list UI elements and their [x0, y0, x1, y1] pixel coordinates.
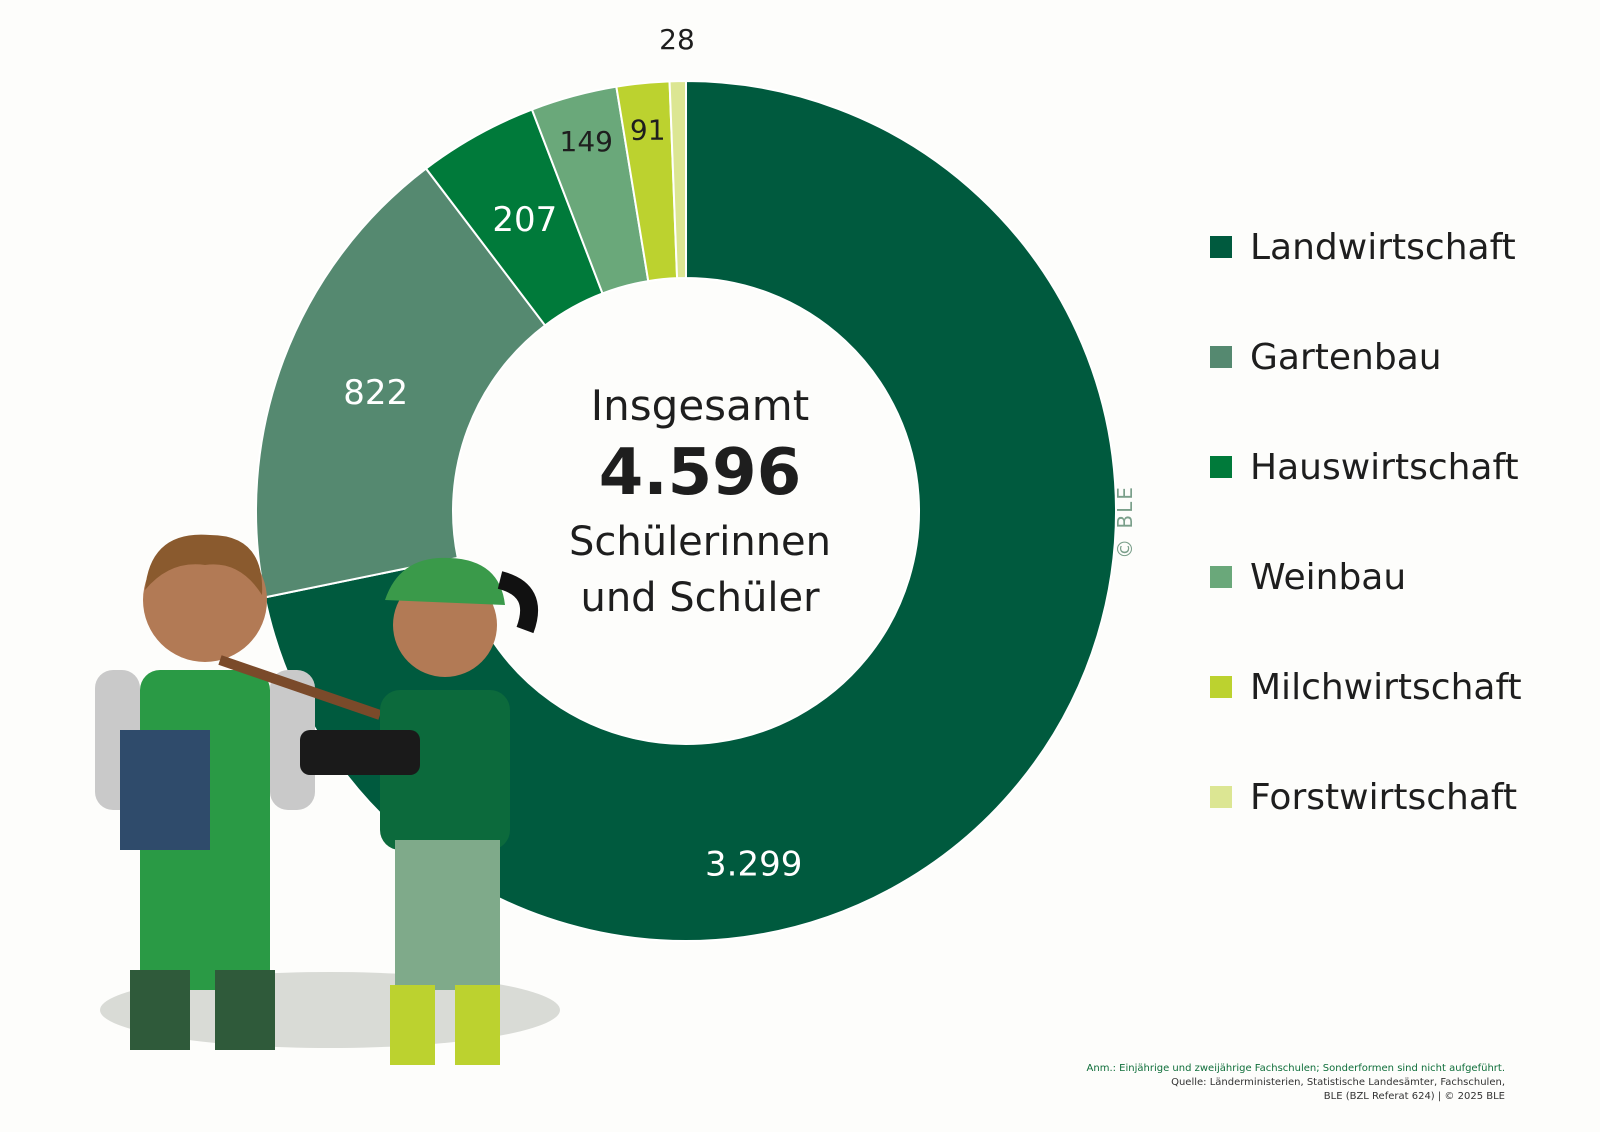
- footnote-annotation: Anm.: Einjährige und zweijährige Fachsch…: [1086, 1063, 1505, 1074]
- legend-item-milchwirtschaft: Milchwirtschaft: [1210, 662, 1522, 712]
- legend-swatch: [1210, 236, 1232, 258]
- legend-swatch: [1210, 346, 1232, 368]
- value-label-weinbau: 149: [560, 125, 613, 158]
- legend-label: Weinbau: [1250, 556, 1407, 598]
- value-label-forstwirtschaft: 28: [659, 23, 695, 56]
- legend-item-forstwirtschaft: Forstwirtschaft: [1210, 772, 1522, 822]
- center-total-value: 4.596: [598, 436, 802, 510]
- legend-label: Landwirtschaft: [1250, 226, 1516, 268]
- legend: Landwirtschaft Gartenbau Hauswirtschaft Wei…: [1210, 222, 1522, 882]
- legend-swatch: [1210, 676, 1232, 698]
- legend-item-hauswirtschaft: Hauswirtschaft: [1210, 442, 1522, 492]
- footnote: Anm.: Einjährige und zweijährige Fachsch…: [905, 1062, 1505, 1104]
- legend-label: Forstwirtschaft: [1250, 776, 1518, 818]
- legend-item-landwirtschaft: Landwirtschaft: [1210, 222, 1522, 272]
- slice-gartenbau: [255, 167, 547, 599]
- value-label-gartenbau: 822: [343, 373, 408, 413]
- center-bottom-line2: und Schüler: [580, 575, 820, 621]
- legend-swatch: [1210, 566, 1232, 588]
- value-label-milchwirtschaft: 91: [630, 113, 666, 146]
- legend-swatch: [1210, 456, 1232, 478]
- legend-item-weinbau: Weinbau: [1210, 552, 1522, 602]
- donut-center-total: Insgesamt 4.596 Schülerinnen und Schüler: [545, 380, 855, 626]
- value-label-landwirtschaft: 3.299: [705, 845, 802, 885]
- legend-item-gartenbau: Gartenbau: [1210, 332, 1522, 382]
- center-bottom-line1: Schülerinnen: [568, 519, 832, 565]
- legend-swatch: [1210, 786, 1232, 808]
- value-label-hauswirtschaft: 207: [492, 200, 557, 240]
- legend-label: Milchwirtschaft: [1250, 666, 1522, 708]
- slice-value-labels: 3.299 822 207 149 91 28: [343, 23, 802, 885]
- footnote-copyright: BLE (BZL Referat 624) | © 2025 BLE: [1323, 1091, 1505, 1102]
- legend-label: Hauswirtschaft: [1250, 446, 1519, 488]
- footnote-source: Quelle: Länderministerien, Statistische …: [1171, 1077, 1505, 1088]
- slice-forstwirtschaft: [668, 79, 687, 280]
- center-top-label: Insgesamt: [590, 381, 810, 430]
- legend-label: Gartenbau: [1250, 336, 1442, 378]
- watermark: © BLE: [1112, 485, 1137, 559]
- illustration-people: [95, 534, 560, 1065]
